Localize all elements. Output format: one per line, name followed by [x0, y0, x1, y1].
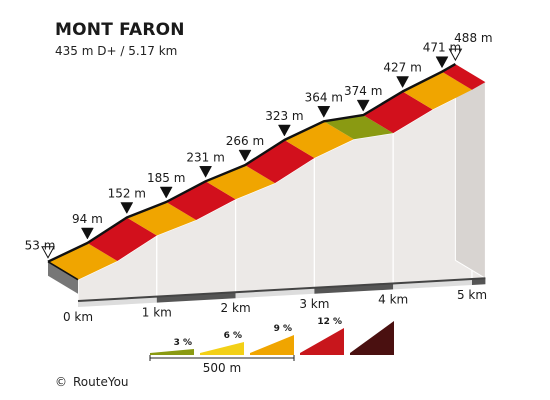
elevation-label: 323 m	[265, 109, 303, 123]
elevation-label: 471 m	[423, 41, 461, 55]
legend-label: 6 %	[224, 331, 242, 341]
base-band	[472, 278, 486, 285]
elevation-label: 94 m	[72, 212, 103, 226]
legend-swatch	[350, 321, 394, 355]
elevation-label: 53 m	[25, 239, 56, 253]
legend-label: 12 %	[317, 317, 342, 327]
profile-side-layer	[77, 63, 486, 302]
waypoint-marker	[199, 166, 213, 178]
gradient-segment	[284, 121, 354, 158]
waypoint-marker	[80, 227, 94, 240]
x-tick-label: 3 km	[299, 297, 329, 311]
profile-side-panel	[313, 132, 394, 289]
legend-swatch	[200, 342, 244, 355]
gradient-segment	[205, 165, 275, 200]
gradient-segment	[363, 91, 433, 134]
copyright-symbol: ©	[55, 375, 67, 389]
profile-back-edge	[47, 63, 456, 263]
waypoint-marker	[435, 56, 449, 69]
gradient-segment	[48, 243, 118, 280]
base-band	[393, 279, 472, 290]
gradient-segment	[166, 181, 236, 220]
base-floor-line	[77, 277, 486, 302]
x-axis-ticks: 0 km 1 km 2 km 3 km 4 km 5 km	[63, 288, 487, 324]
x-tick-label: 0 km	[63, 310, 93, 324]
scale-label: 500 m	[203, 361, 241, 375]
x-tick-label: 2 km	[221, 301, 251, 315]
base-left-cap	[48, 261, 78, 294]
x-tick-label: 1 km	[142, 306, 172, 320]
waypoint-markers	[41, 48, 463, 259]
elevation-label: 152 m	[108, 186, 146, 200]
waypoint-marker	[317, 106, 331, 118]
x-tick-label: 5 km	[457, 288, 487, 302]
waypoint-marker	[159, 186, 173, 199]
gradient-segment	[245, 140, 315, 184]
brand-name: RouteYou	[73, 375, 129, 389]
waypoint-marker	[277, 124, 291, 137]
endpoint-marker	[448, 48, 463, 62]
waypoint-marker	[396, 76, 410, 89]
base-band	[156, 292, 236, 303]
base-band	[78, 296, 157, 307]
gradient-segment	[402, 71, 472, 110]
legend-swatch	[300, 328, 344, 355]
legend-swatch	[250, 335, 294, 355]
gradient-legend: 3 % 6 % 9 % 12 % 500 m	[149, 317, 394, 375]
profile-end-wall	[454, 63, 486, 280]
elevation-label: 266 m	[226, 134, 264, 148]
elevation-label: 231 m	[186, 150, 224, 164]
chart-subtitle: 435 m D+ / 5.17 km	[55, 44, 178, 58]
waypoint-marker	[120, 202, 134, 215]
legend-label: 9 %	[274, 324, 292, 334]
profile-base-layer	[48, 261, 486, 307]
waypoint-marker	[238, 149, 252, 162]
elevation-label: 185 m	[147, 171, 185, 185]
profile-top-layer	[47, 63, 486, 281]
gradient-segment	[87, 217, 157, 261]
chart-title: MONT FARON	[55, 20, 185, 40]
gradient-segment	[442, 64, 486, 90]
gradient-segment	[126, 202, 197, 236]
profile-left-edge	[47, 261, 79, 281]
legend-swatch	[150, 349, 194, 355]
base-band	[235, 287, 315, 299]
endpoint-marker	[41, 246, 55, 259]
elevation-label: 488 m	[454, 31, 492, 45]
elevation-label: 374 m	[344, 84, 382, 98]
x-tick-label: 4 km	[378, 292, 408, 306]
credit: © RouteYou	[55, 375, 129, 389]
waypoint-marker	[356, 99, 370, 112]
base-band	[314, 283, 394, 294]
elevation-label: 427 m	[383, 61, 421, 75]
elevation-label: 364 m	[305, 90, 343, 104]
gradient-segment	[323, 115, 394, 140]
legend-label: 3 %	[174, 338, 192, 348]
